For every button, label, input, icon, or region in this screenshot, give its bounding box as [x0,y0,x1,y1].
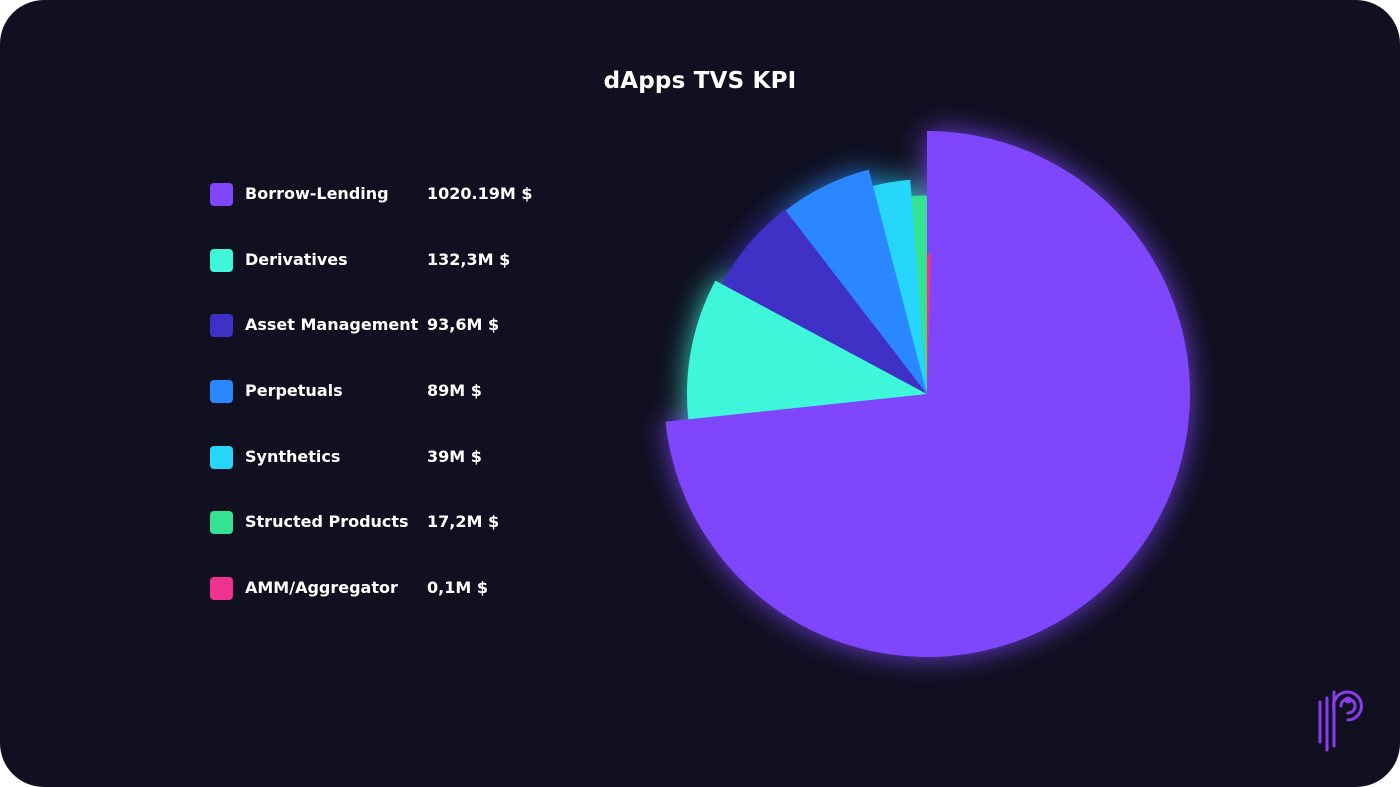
legend-item: Borrow-Lending 1020.19M $ [210,180,533,246]
legend-label: Asset Management [245,315,419,335]
legend-label: Synthetics [245,446,341,466]
legend-swatch [210,380,233,404]
pie-slice-perpetuals [785,169,927,394]
legend-value: 0,1M $ [427,578,488,598]
legend-swatch [210,511,233,535]
legend-item: AMM/Aggregator 0,1M $ [210,574,488,640]
chart-legend: Borrow-Lending 1020.19M $ Derivatives 132,3… [210,180,533,640]
legend-item: Asset Management 93,6M $ [210,311,499,377]
legend-value: 89M $ [427,381,482,401]
legend-label: AMM/Aggregator [245,578,398,598]
legend-label: Structed Products [245,512,409,532]
legend-label: Derivatives [245,249,348,269]
legend-swatch [210,183,233,206]
legend-value: 17,2M $ [427,512,500,532]
pie-chart [665,131,1190,657]
brand-p-logo-icon [1318,690,1363,752]
legend-item: Synthetics 39M $ [210,443,482,509]
pie-slice-asset-management [721,209,927,394]
pie-slice-derivatives [686,280,927,420]
chart-title: dApps TVS KPI [603,68,797,94]
legend-label: Borrow-Lending [245,184,389,203]
slice-layer [665,131,1190,657]
legend-value: 93,6M $ [427,315,500,335]
legend-label: Perpetuals [245,381,343,401]
legend-item: Derivatives 132,3M $ [210,246,510,312]
pie-slice-synthetics [872,179,927,394]
legend-value: 39M $ [427,446,482,466]
pie-slice-amm-aggregator [926,253,931,394]
legend-value: 1020.19M $ [427,184,533,203]
pie-slice-borrow-lending [665,131,1190,657]
legend-item: Perpetuals 89M $ [210,377,482,443]
pie-slice-structed-products [911,195,927,394]
legend-swatch [210,248,233,272]
legend-swatch [210,445,233,469]
legend-swatch [210,577,233,601]
legend-swatch [210,314,233,338]
legend-item: Structed Products 17,2M $ [210,508,499,574]
legend-value: 132,3M $ [427,249,511,269]
